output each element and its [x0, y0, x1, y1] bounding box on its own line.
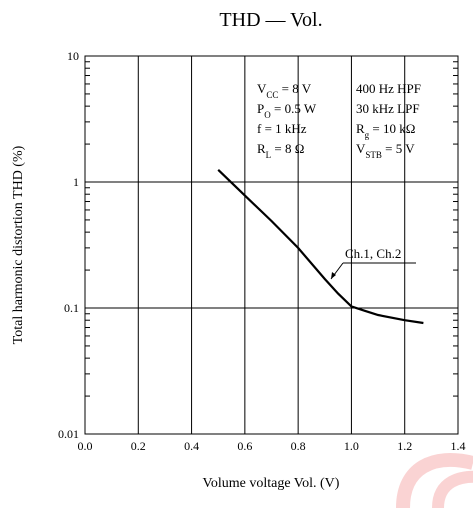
x-tick-label: 1.0 — [344, 439, 359, 453]
y-tick-label: 0.01 — [58, 427, 79, 441]
tick-marks — [85, 61, 458, 397]
x-tick-label: 0.4 — [184, 439, 199, 453]
plot-frame — [84, 55, 459, 435]
condition-f: f = 1 kHz — [257, 121, 307, 136]
x-tick-label: 0.0 — [78, 439, 93, 453]
condition-rg: Rg = 10 kΩ — [356, 121, 415, 140]
condition-lpf: 30 kHz LPF — [356, 101, 420, 116]
x-axis-label: Volume voltage Vol. (V) — [203, 476, 340, 491]
series-line-ch1-ch2 — [217, 169, 424, 325]
y-tick-label: 1 — [73, 175, 79, 189]
condition-vstb: VSTB = 5 V — [356, 141, 415, 160]
grid — [85, 56, 458, 434]
y-axis-label: Total harmonic distortion THD (%) — [11, 145, 26, 344]
condition-po: PO = 0.5 W — [257, 101, 317, 120]
x-tick-label: 0.8 — [291, 439, 306, 453]
x-tick-label: 0.2 — [131, 439, 146, 453]
condition-vcc: VCC = 8 V — [257, 81, 312, 100]
y-tick-labels: 0.01 0.1 1 10 — [58, 49, 79, 441]
x-tick-label: 1.4 — [451, 439, 466, 453]
y-tick-label: 0.1 — [64, 301, 79, 315]
x-tick-label: 1.2 — [397, 439, 412, 453]
condition-rl: RL = 8 Ω — [257, 141, 304, 160]
conditions-box: VCC = 8 V PO = 0.5 W f = 1 kHz RL = 8 Ω … — [257, 81, 421, 160]
series-label-arrowhead — [331, 272, 336, 279]
x-tick-label: 0.6 — [237, 439, 252, 453]
series-label: Ch.1, Ch.2 — [345, 246, 401, 261]
x-tick-labels: 0.0 0.2 0.4 0.6 0.8 1.0 1.2 1.4 — [78, 439, 466, 453]
chart-title: THD — Vol. — [219, 9, 322, 31]
y-tick-label: 10 — [67, 49, 79, 63]
condition-hpf: 400 Hz HPF — [356, 81, 421, 96]
